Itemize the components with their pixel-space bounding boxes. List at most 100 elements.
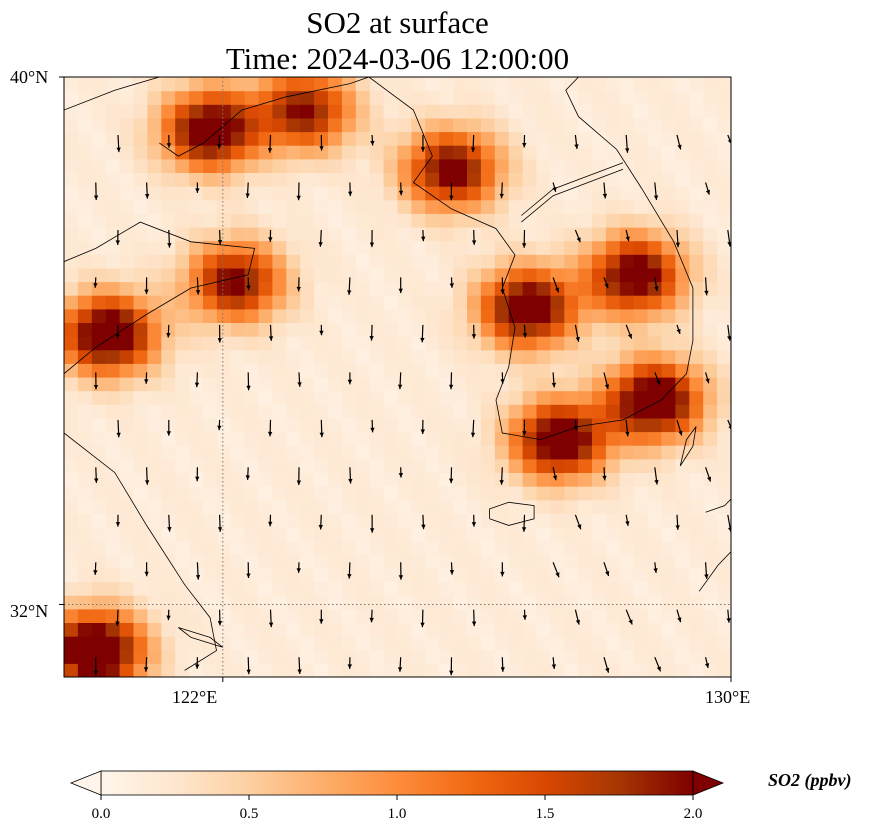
colorbar-label: SO2 (ppbv)	[768, 770, 852, 790]
wind-arrow-head	[347, 379, 353, 385]
wind-vectors	[93, 134, 731, 676]
wind-arrow-head	[675, 242, 680, 248]
wind-arrow-head	[522, 243, 527, 248]
coastline	[64, 432, 217, 671]
so2-field	[64, 77, 731, 677]
wind-arrow-head	[115, 240, 120, 245]
wind-arrow-head	[728, 527, 731, 533]
wind-arrow-head	[318, 524, 323, 530]
wind-arrow-head	[449, 195, 454, 201]
wind-arrow-head	[653, 195, 659, 201]
colorbar-tick-2: 2.0	[683, 806, 703, 822]
wind-arrow-head	[217, 425, 222, 431]
wind-arrow-head	[573, 425, 579, 431]
wind-arrow-head	[195, 664, 200, 669]
wind-arrow-head	[217, 527, 223, 532]
wind-arrow-head	[471, 621, 477, 627]
lon-label-122e: 122°E	[172, 687, 218, 707]
wind-arrow-head	[145, 193, 150, 199]
wind-arrow-head	[628, 619, 633, 625]
wind-arrow-head	[398, 473, 404, 478]
wind-arrow-head	[166, 615, 171, 621]
lon-label-130e: 130°E	[705, 687, 751, 707]
wind-arrow-head	[94, 478, 99, 483]
wind-arrow-head	[625, 431, 630, 437]
wind-arrow-head	[217, 621, 223, 626]
wind-arrow-head	[555, 287, 560, 293]
wind-arrow-head	[605, 571, 610, 576]
wind-arrow-head	[704, 574, 709, 579]
wind-arrow-head	[318, 242, 323, 247]
wind-arrow-head	[398, 575, 404, 580]
wind-arrow-head	[115, 522, 121, 527]
wind-arrow-head	[552, 187, 557, 192]
wind-arrow	[727, 419, 731, 430]
wind-arrow-head	[267, 148, 273, 153]
wind-arrow-head	[268, 521, 273, 527]
wind-arrow-head	[522, 431, 527, 436]
wind-arrow-head	[500, 667, 505, 672]
coastline	[521, 162, 624, 216]
wind-arrow-head	[166, 143, 172, 148]
wind-arrow-head	[420, 622, 425, 628]
wind-arrow-head	[319, 330, 324, 336]
wind-arrow-head	[347, 290, 352, 295]
coastline	[698, 551, 731, 592]
wind-arrow-head	[268, 237, 273, 242]
wind-arrow-head	[727, 335, 731, 341]
wind-arrow-head	[93, 283, 98, 288]
wind-arrow-head	[421, 524, 426, 530]
wind-arrow-head	[575, 336, 580, 342]
wind-arrow-head	[347, 574, 352, 579]
wind-arrow-head	[297, 382, 302, 387]
wind-arrow-head	[296, 480, 302, 485]
wind-arrow-head	[500, 289, 505, 295]
wind-arrow-head	[604, 283, 609, 289]
wind-arrow-head	[707, 476, 712, 482]
map-timestamp: Time: 2024-03-06 12:00:00	[225, 41, 570, 76]
wind-arrow-head	[245, 475, 250, 480]
wind-arrow-head	[675, 525, 680, 530]
wind-arrow-head	[195, 290, 201, 295]
lat-label-32n: 32°N	[10, 601, 49, 621]
wind-arrow-head	[471, 522, 477, 527]
wind-arrow-head	[471, 240, 477, 245]
wind-arrow-head	[217, 239, 223, 245]
wind-arrow-head	[602, 193, 608, 199]
map-title: SO2 at surface	[306, 5, 489, 40]
wind-arrow-head	[577, 524, 582, 530]
colorbar-tick-0-5: 0.5	[239, 806, 259, 822]
wind-arrow-head	[604, 384, 610, 389]
wind-arrow-head	[705, 378, 710, 384]
wind-arrow-head	[145, 480, 150, 485]
wind-arrow-head	[217, 338, 222, 343]
wind-arrow-head	[296, 286, 301, 292]
wind-arrow-head	[166, 333, 171, 338]
wind-arrow-head	[605, 667, 610, 673]
wind-arrow-head	[420, 147, 426, 152]
wind-arrow-head	[370, 427, 375, 433]
wind-arrow-head	[246, 669, 251, 675]
wind-arrow-head	[195, 188, 200, 193]
wind-arrow-head	[397, 384, 403, 390]
wind-arrow-head	[575, 619, 580, 625]
wind-arrow-head	[705, 663, 710, 668]
wind-arrow-head	[522, 615, 527, 620]
wind-arrow-head	[296, 568, 301, 573]
wind-arrow-head	[704, 290, 709, 296]
wind-arrow-head	[500, 379, 505, 384]
wind-arrow-head	[369, 242, 375, 248]
map-frame	[63, 76, 732, 678]
wind-arrow-head	[500, 571, 505, 577]
wind-arrow-head	[195, 476, 200, 482]
wind-arrow-head	[246, 385, 251, 391]
wind-arrow-head	[627, 333, 632, 339]
wind-arrow-head	[246, 285, 251, 291]
wind-arrow-head	[245, 193, 250, 198]
wind-arrow-head	[93, 385, 99, 390]
colorbar-tick-1: 1.0	[387, 806, 407, 822]
wind-arrow-head	[167, 527, 172, 532]
wind-arrow-head	[369, 336, 374, 341]
wind-arrow-head	[420, 429, 425, 434]
coastline	[489, 501, 535, 526]
